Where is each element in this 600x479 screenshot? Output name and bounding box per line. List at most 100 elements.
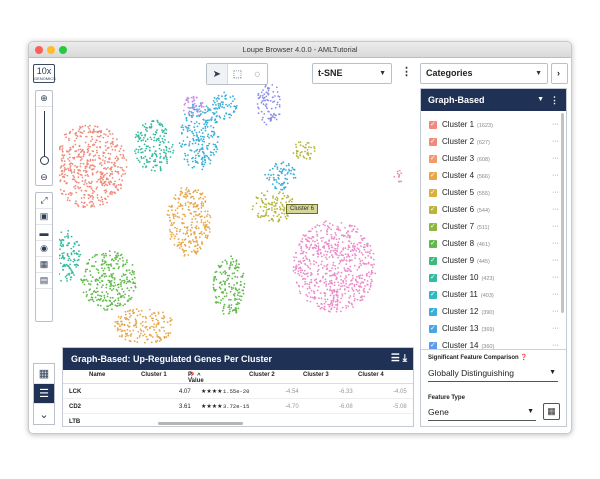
more-icon[interactable]: ··· <box>552 325 559 332</box>
column-cluster-4[interactable]: Cluster 4 <box>358 372 384 378</box>
cluster-checkbox[interactable] <box>429 338 437 349</box>
filter-icon[interactable]: ☰ <box>390 353 400 364</box>
cell-point <box>199 196 202 199</box>
cluster-checkbox[interactable] <box>429 219 437 235</box>
cluster-checkbox[interactable] <box>429 185 437 201</box>
cluster-checkbox[interactable] <box>429 202 437 218</box>
zoom-slider-track[interactable] <box>44 111 45 163</box>
next-chevron-button[interactable]: › <box>551 63 568 84</box>
rectangle-select-icon[interactable]: ⬚ <box>232 68 243 80</box>
categories-dropdown[interactable]: Categories ▼ <box>420 63 548 84</box>
cluster-item[interactable]: Cluster 7(511)··· <box>429 219 559 235</box>
cluster-item[interactable]: Cluster 3(608)··· <box>429 151 559 167</box>
chevron-down-icon[interactable]: ▼ <box>537 96 544 103</box>
grid-view-icon[interactable]: ▦ <box>34 364 54 384</box>
cell-point <box>169 332 172 334</box>
cluster-item[interactable]: Cluster 5(555)··· <box>429 185 559 201</box>
table-row[interactable]: CD2 3.61 ★★★★ 3.72e-15 -4.70 -6.08 -5.08 <box>63 400 413 414</box>
more-icon[interactable]: ··· <box>552 189 559 196</box>
cluster-checkbox[interactable] <box>429 134 437 150</box>
cell-point <box>84 189 87 192</box>
collapse-chevron-icon[interactable]: ⌄ <box>39 408 49 421</box>
cell-point <box>269 99 272 102</box>
cluster-item[interactable]: Cluster 1(1623)··· <box>429 117 559 133</box>
cell-point <box>300 249 303 252</box>
zoom-out-icon[interactable]: ⊖ <box>40 171 48 182</box>
column-cluster-3[interactable]: Cluster 3 <box>303 372 329 378</box>
list-view-icon[interactable]: ☰ <box>34 384 54 404</box>
cell-point <box>115 288 118 291</box>
column-name[interactable]: Name <box>89 372 106 378</box>
comparison-select[interactable]: Globally Distinguishing ▼ <box>428 365 558 382</box>
cluster-checkbox[interactable] <box>429 304 437 320</box>
table-horizontal-scrollbar[interactable] <box>158 422 243 425</box>
more-icon[interactable]: ··· <box>552 240 559 247</box>
cluster-item[interactable]: Cluster 8(461)··· <box>429 236 559 252</box>
cell-point <box>151 325 153 328</box>
cell-point <box>101 274 104 276</box>
cluster-item[interactable]: Cluster 11(403)··· <box>429 287 559 303</box>
fit-view-icon[interactable]: ⤢ <box>36 193 52 209</box>
more-icon[interactable]: ··· <box>552 138 559 145</box>
cluster-checkbox[interactable] <box>429 321 437 337</box>
cell-point <box>310 278 313 281</box>
kebab-menu-icon[interactable]: ⋮ <box>550 95 559 105</box>
cluster-item[interactable]: Cluster 6(544)··· <box>429 202 559 218</box>
camera-icon[interactable]: ◉ <box>36 241 52 257</box>
cluster-checkbox[interactable] <box>429 236 437 252</box>
cluster-item[interactable]: Cluster 9(445)··· <box>429 253 559 269</box>
more-icon[interactable]: ··· <box>552 308 559 315</box>
more-icon[interactable]: ··· <box>552 274 559 281</box>
more-icon[interactable]: ··· <box>552 206 559 213</box>
more-icon[interactable]: ··· <box>552 172 559 179</box>
table-row[interactable]: LCK 4.07 ★★★★ 1.55e-20 -4.54 -6.33 -4.05 <box>63 385 413 399</box>
help-icon[interactable]: ❓ <box>520 355 528 361</box>
save-icon[interactable]: ▣ <box>36 209 52 225</box>
column-cluster-2[interactable]: Cluster 2 <box>249 372 275 378</box>
projection-dropdown[interactable]: t-SNE ▼ <box>312 63 392 84</box>
table-row[interactable]: LTB <box>63 415 413 426</box>
cluster-list-scrollbar[interactable] <box>561 113 564 313</box>
cluster-checkbox[interactable] <box>429 253 437 269</box>
minimize-window-button[interactable] <box>47 46 55 54</box>
cell-point <box>119 325 121 327</box>
cluster-item[interactable]: Cluster 10(423)··· <box>429 270 559 286</box>
projection-menu-icon[interactable]: ⋮ <box>401 66 412 78</box>
column-cluster-1[interactable]: Cluster 1 <box>141 372 167 378</box>
cluster-checkbox[interactable] <box>429 270 437 286</box>
download-icon[interactable]: ⤓ <box>402 353 407 364</box>
column-p-value[interactable]: P-Value ❓ ^ <box>188 372 204 384</box>
cluster-item[interactable]: Cluster 4(566)··· <box>429 168 559 184</box>
cluster-checkbox[interactable] <box>429 168 437 184</box>
cell-point <box>185 197 187 199</box>
cluster-checkbox[interactable] <box>429 287 437 303</box>
cluster-checkbox[interactable] <box>429 151 437 167</box>
pointer-icon[interactable]: ➤ <box>207 64 228 84</box>
cluster-item[interactable]: Cluster 14(360)··· <box>429 338 559 349</box>
cell-point <box>206 226 209 229</box>
zoom-in-icon[interactable]: ⊕ <box>36 91 52 107</box>
cluster-item[interactable]: Cluster 2(627)··· <box>429 134 559 150</box>
cluster-checkbox[interactable] <box>429 117 437 133</box>
tsne-scatter-plot[interactable] <box>59 58 419 348</box>
folder-icon[interactable]: ▬ <box>36 225 52 241</box>
feature-type-select[interactable]: Gene ▼ <box>428 404 536 421</box>
cluster-item[interactable]: Cluster 13(369)··· <box>429 321 559 337</box>
zoom-slider-handle[interactable] <box>40 156 49 165</box>
more-icon[interactable]: ··· <box>552 121 559 128</box>
cell-point <box>109 172 112 175</box>
grid-icon[interactable]: ▦ <box>36 257 52 273</box>
more-icon[interactable]: ··· <box>552 342 559 349</box>
calculator-icon[interactable]: ▦ <box>543 403 560 420</box>
more-icon[interactable]: ··· <box>552 291 559 298</box>
cluster-item[interactable]: Cluster 12(390)··· <box>429 304 559 320</box>
more-icon[interactable]: ··· <box>552 155 559 162</box>
zoom-window-button[interactable] <box>59 46 67 54</box>
more-icon[interactable]: ··· <box>552 257 559 264</box>
close-window-button[interactable] <box>35 46 43 54</box>
cell-point <box>191 105 194 107</box>
more-icon[interactable]: ··· <box>552 223 559 230</box>
clipboard-icon[interactable]: ▤ <box>36 273 52 289</box>
lasso-select-icon[interactable]: ◌ <box>254 68 261 80</box>
cell-point <box>170 224 172 227</box>
